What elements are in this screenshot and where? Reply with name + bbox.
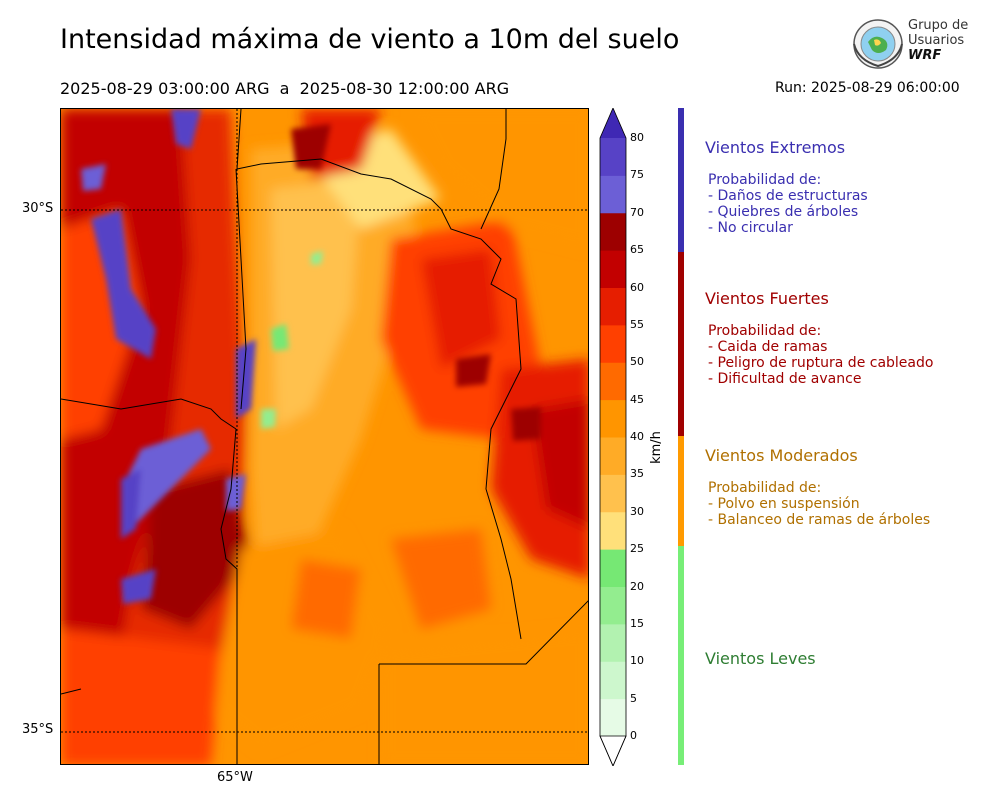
colorbar-bin: [600, 399, 626, 438]
colorbar-tick-label: 10: [630, 654, 644, 668]
colorbar-tick-label: 40: [630, 430, 644, 443]
colorbar-tick-label: 60: [630, 280, 644, 294]
band-extremos: [678, 108, 684, 252]
desc-line: Probabilidad de:: [708, 172, 822, 188]
colorbar-tick-label: 35: [630, 467, 644, 481]
colorbar-bin: [600, 623, 626, 662]
colorbar-bin: [600, 287, 626, 326]
category-desc-extremos: Probabilidad de: - Daños de estructuras …: [708, 172, 868, 236]
page-title: Intensidad máxima de viento a 10m del su…: [60, 24, 680, 55]
logo-line-1: Grupo de: [908, 18, 969, 33]
colorbar-tick-label: 30: [630, 504, 644, 518]
colorbar-bin: [600, 138, 626, 176]
colorbar-bin: [600, 549, 626, 587]
wind-field: [61, 109, 588, 764]
desc-line: - Peligro de ruptura de cableado: [708, 355, 934, 371]
graticule-lines: [61, 109, 588, 764]
desc-line: - Caida de ramas: [708, 339, 828, 355]
lat-label-35s: 35°S: [22, 722, 54, 737]
run-time: Run: 2025-08-29 06:00:00: [775, 80, 960, 96]
colorbar-tick-label: 20: [630, 579, 644, 593]
desc-line: Probabilidad de:: [708, 323, 822, 339]
colorbar-bin: [600, 212, 626, 251]
colorbar-tick-label: 45: [630, 392, 644, 406]
desc-line: - Dificultad de avance: [708, 371, 862, 387]
colorbar-unit: km/h: [648, 431, 664, 464]
logo-text: Grupo de Usuarios WRF: [908, 18, 968, 63]
category-title-fuertes: Vientos Fuertes: [705, 289, 829, 308]
category-title-leves: Vientos Leves: [705, 649, 816, 668]
colorbar: [599, 108, 627, 766]
colorbar-bin: [600, 511, 626, 550]
colorbar-tick-label: 70: [630, 205, 644, 219]
colorbar-tick-label: 5: [630, 691, 637, 705]
colorbar-outline: [599, 108, 627, 766]
colorbar-tick-label: 80: [630, 131, 644, 144]
colorbar-bin: [600, 324, 626, 363]
colorbar-tick-label: 15: [630, 616, 644, 630]
colorbar-tick-label: 75: [630, 168, 644, 182]
colorbar-cap-top: [600, 108, 626, 138]
desc-line: Probabilidad de:: [708, 480, 822, 496]
desc-line: - Polvo en suspensión: [708, 496, 860, 512]
colorbar-bin: [600, 586, 626, 625]
colorbar-tick-label: 25: [630, 542, 644, 556]
desc-line: - No circular: [708, 220, 793, 236]
colorbar-bin: [600, 474, 626, 513]
category-title-extremos: Vientos Extremos: [705, 138, 846, 157]
colorbar-cap-bottom: [599, 735, 627, 766]
colorbar-bin: [600, 175, 626, 214]
colorbar-bin: [600, 437, 626, 475]
category-desc-fuertes: Probabilidad de: - Caida de ramas - Peli…: [708, 323, 933, 387]
colorbar-bin: [600, 698, 626, 737]
logo-line-3: WRF: [908, 48, 942, 63]
desc-line: - Balanceo de ramas de árboles: [708, 512, 931, 528]
colorbar-tick-label: 65: [630, 243, 644, 257]
band-leves: [678, 546, 684, 765]
colorbar-bin: [600, 250, 626, 288]
forecast-period: 2025-08-29 03:00:00 ARG a 2025-08-30 12:…: [60, 79, 510, 98]
colorbar-tick-label: 50: [630, 355, 644, 369]
wrf-logo-icon: [853, 19, 903, 69]
wind-map-svg: [61, 109, 588, 764]
wind-map[interactable]: [60, 108, 589, 765]
category-desc-moderados: Probabilidad de: - Polvo en suspensión -…: [708, 480, 930, 528]
colorbar-bin: [600, 661, 626, 700]
colorbar-tick-label: 55: [630, 317, 644, 331]
band-fuertes: [678, 252, 684, 436]
colorbar-tick-label: 0: [630, 729, 637, 742]
colorbar-bin: [600, 362, 626, 401]
lat-label-30s: 30°S: [22, 201, 54, 216]
band-moderados: [678, 436, 684, 546]
lon-label-65w: 65°W: [217, 770, 253, 785]
category-title-moderados: Vientos Moderados: [705, 446, 858, 465]
logo-line-2: Usuarios: [908, 33, 965, 48]
desc-line: - Quiebres de árboles: [708, 204, 859, 220]
desc-line: - Daños de estructuras: [708, 188, 868, 204]
